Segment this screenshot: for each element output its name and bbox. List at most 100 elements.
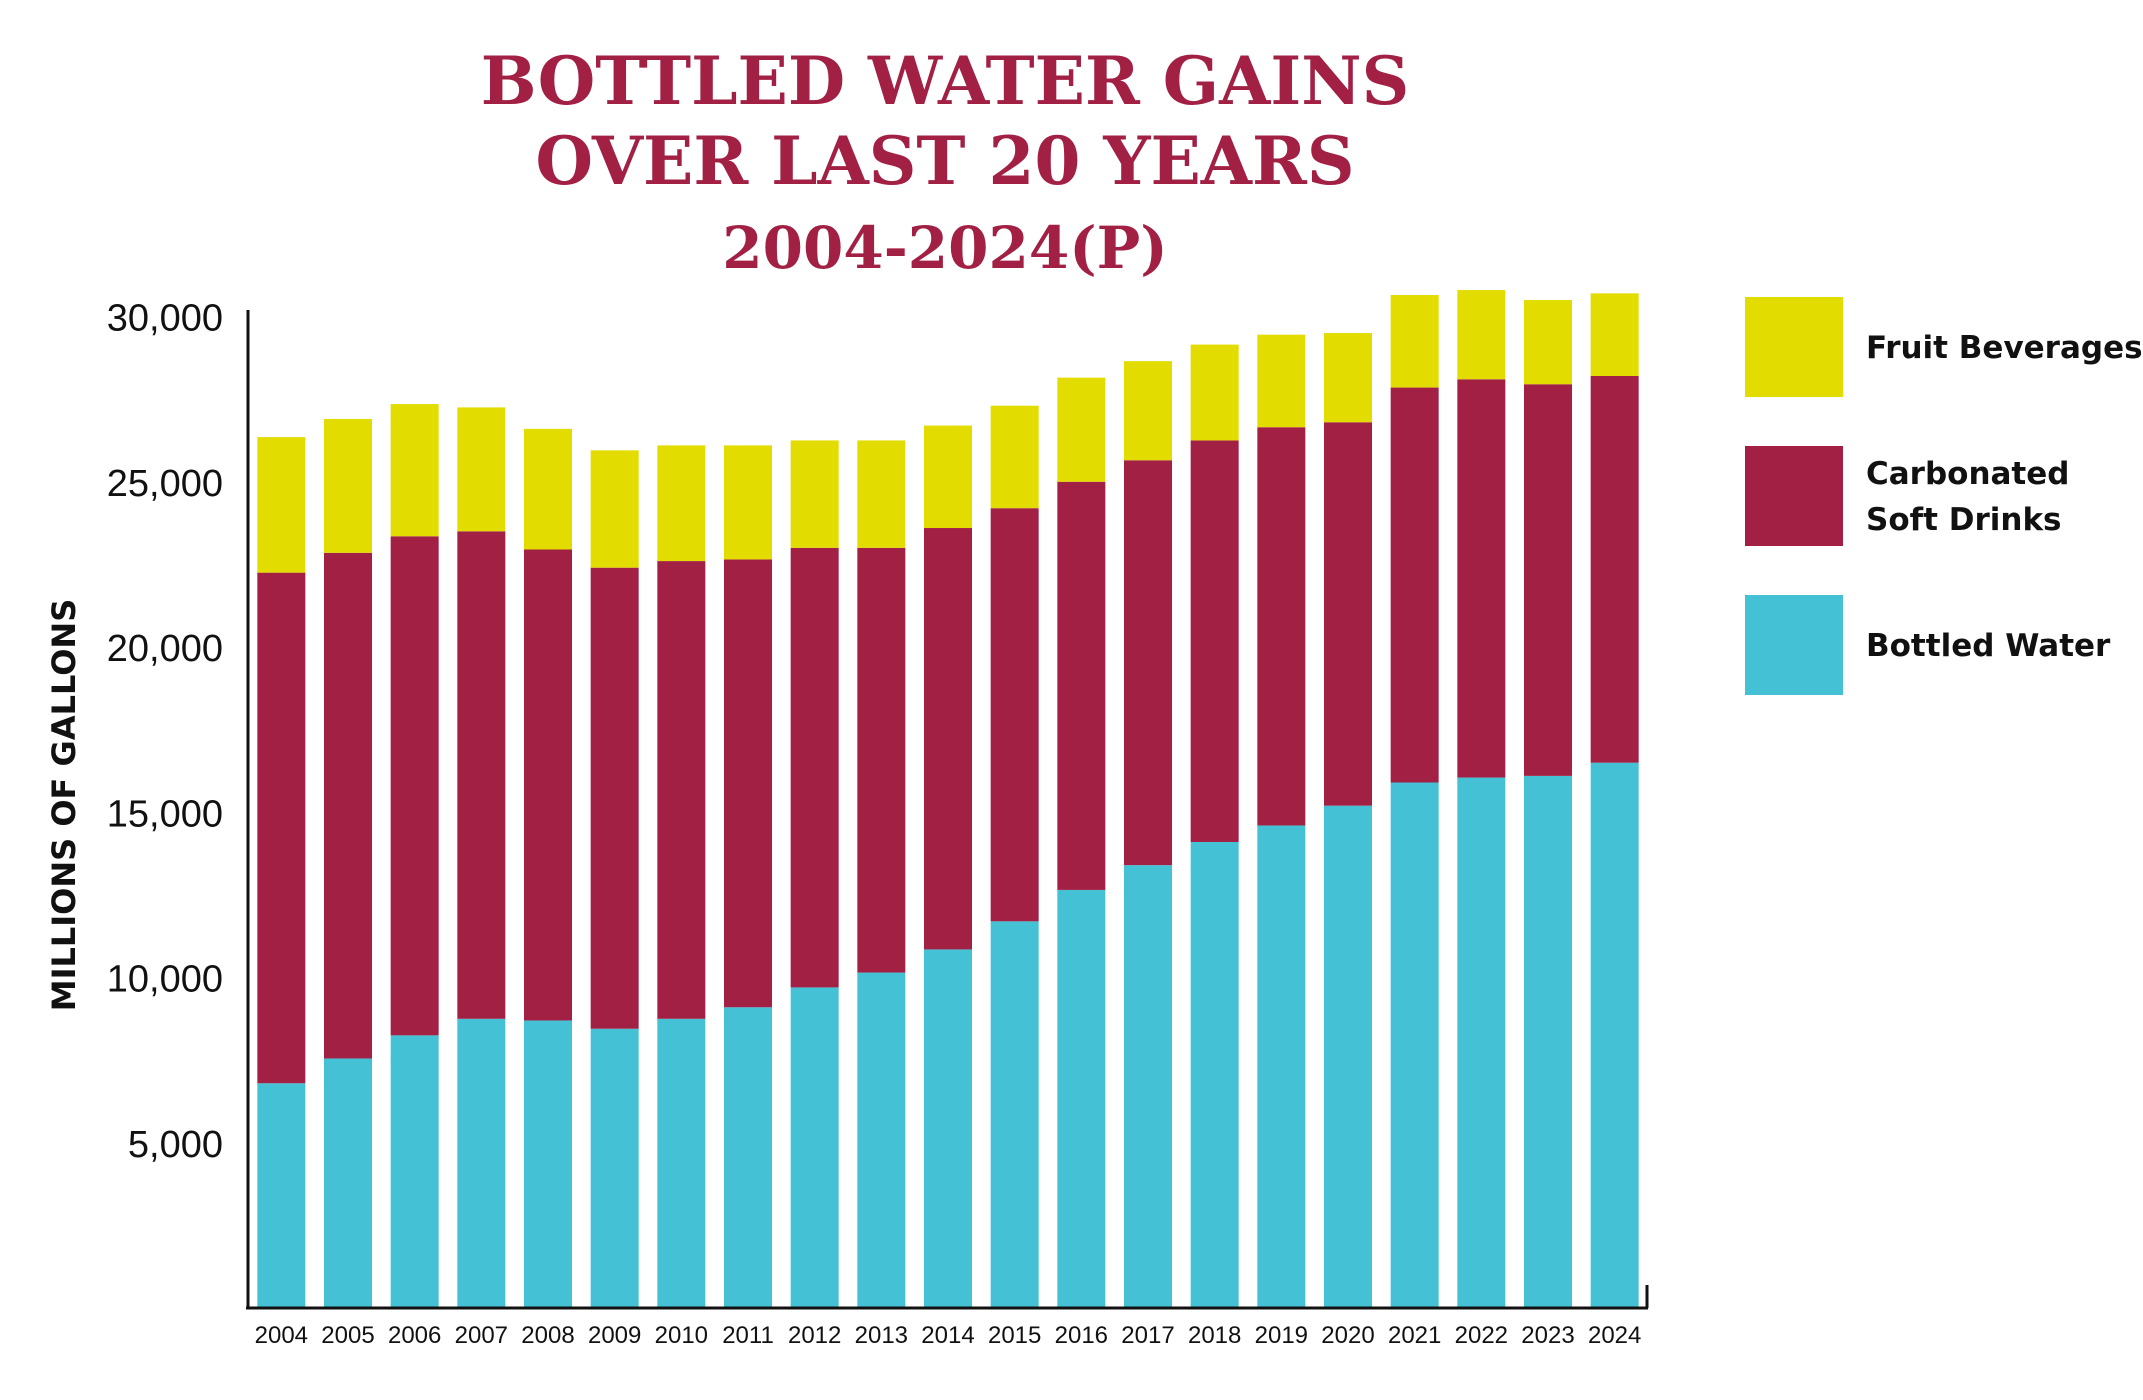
bar-carbonated-soft-drinks-2024: [1590, 375, 1639, 763]
x-tick-label: 2022: [1455, 1322, 1508, 1349]
x-tick-label: 2005: [321, 1322, 374, 1349]
bar-bottled-water-2009: [590, 1028, 639, 1308]
bar-fruit-beverages-2008: [524, 428, 572, 550]
bar-carbonated-soft-drinks-2014: [924, 528, 972, 950]
bar-carbonated-soft-drinks-2023: [1524, 384, 1572, 776]
bar-carbonated-soft-drinks-2010: [657, 561, 706, 1019]
x-tick-label: 2014: [921, 1322, 974, 1349]
bar-fruit-beverages-2019: [1257, 334, 1306, 428]
bar-bottled-water-2012: [790, 987, 839, 1308]
bar-carbonated-soft-drinks-2006: [390, 536, 439, 1036]
y-tick-label: 30,000: [107, 298, 223, 340]
legend-swatch-carbonated-soft-drinks: [1745, 446, 1843, 546]
bar-carbonated-soft-drinks-2019: [1257, 427, 1306, 826]
bar-bottled-water-2010: [657, 1018, 706, 1308]
x-axis-ticks: 2004 2005 2006 2007 2008 2009 2010 2011 2012 2013…: [255, 1322, 1642, 1349]
x-tick-label: 2021: [1388, 1322, 1441, 1349]
bar-carbonated-soft-drinks-2017: [1124, 460, 1172, 866]
bar-carbonated-soft-drinks-2011: [724, 559, 772, 1008]
x-tick-label: 2016: [1055, 1322, 1108, 1349]
bar-bottled-water-2004: [257, 1083, 306, 1308]
bar-carbonated-soft-drinks-2008: [524, 549, 572, 1021]
bar-bottled-water-2017: [1124, 865, 1172, 1308]
x-tick-label: 2013: [855, 1322, 908, 1349]
bar-bottled-water-2015: [990, 921, 1039, 1308]
bar-bottled-water-2024: [1590, 762, 1639, 1308]
y-tick-label: 5,000: [128, 1124, 223, 1166]
bar-fruit-beverages-2015: [990, 405, 1039, 509]
legend-swatch-fruit-beverages: [1745, 297, 1843, 397]
x-tick-label: 2023: [1521, 1322, 1574, 1349]
x-tick-label: 2024: [1588, 1322, 1641, 1349]
bar-bottled-water-2018: [1190, 841, 1239, 1308]
bar-fruit-beverages-2014: [924, 425, 972, 529]
legend-label-carbonated-soft-drinks: Carbonated: [1866, 456, 2069, 492]
bar-bottled-water-2016: [1057, 889, 1106, 1308]
axes: [246, 310, 1649, 1310]
chart-title-line-1: BOTTLED WATER GAINS: [481, 42, 1409, 120]
x-tick-label: 2012: [788, 1322, 841, 1349]
bar-fruit-beverages-2009: [590, 450, 639, 568]
bar-carbonated-soft-drinks-2007: [457, 531, 506, 1019]
bar-fruit-beverages-2017: [1124, 361, 1172, 461]
x-tick-label: 2018: [1188, 1322, 1241, 1349]
bar-carbonated-soft-drinks-2012: [790, 547, 839, 988]
bar-carbonated-soft-drinks-2013: [857, 547, 906, 973]
x-tick-label: 2011: [722, 1322, 774, 1349]
chart-title: BOTTLED WATER GAINS OVER LAST 20 YEARS 2…: [481, 42, 1409, 282]
x-tick-label: 2015: [988, 1322, 1041, 1349]
bar-fruit-beverages-2011: [724, 445, 772, 560]
bar-bottled-water-2022: [1457, 777, 1506, 1308]
y-axis-ticks: 5,000 10,000 15,000 20,000 25,000 30,000: [107, 298, 223, 1166]
legend: Fruit Beverages Carbonated Soft Drinks Bott…: [1745, 297, 2143, 695]
bar-bottled-water-2006: [390, 1035, 439, 1308]
bar-bottled-water-2014: [924, 949, 972, 1308]
bar-bottled-water-2007: [457, 1018, 506, 1308]
bar-bottled-water-2011: [724, 1007, 772, 1308]
bar-bottled-water-2021: [1390, 782, 1439, 1308]
bar-fruit-beverages-2024: [1590, 293, 1639, 376]
bar-carbonated-soft-drinks-2021: [1390, 387, 1439, 783]
bar-carbonated-soft-drinks-2016: [1057, 481, 1106, 890]
bar-fruit-beverages-2005: [324, 418, 372, 553]
bar-fruit-beverages-2013: [857, 440, 906, 548]
legend-label-carbonated-soft-drinks: Soft Drinks: [1866, 502, 2062, 538]
x-tick-label: 2007: [455, 1322, 508, 1349]
bar-fruit-beverages-2023: [1524, 299, 1572, 385]
bar-carbonated-soft-drinks-2015: [990, 508, 1039, 922]
legend-label-fruit-beverages: Fruit Beverages: [1866, 330, 2143, 366]
y-tick-label: 10,000: [107, 959, 223, 1001]
bar-bottled-water-2020: [1324, 805, 1372, 1308]
bar-fruit-beverages-2016: [1057, 377, 1106, 482]
x-tick-label: 2019: [1255, 1322, 1308, 1349]
x-tick-label: 2008: [521, 1322, 574, 1349]
bar-bottled-water-2013: [857, 972, 906, 1308]
bar-fruit-beverages-2022: [1457, 290, 1506, 380]
bar-carbonated-soft-drinks-2005: [324, 552, 372, 1059]
x-tick-label: 2006: [388, 1322, 441, 1349]
bar-bottled-water-2005: [324, 1058, 372, 1308]
chart-subtitle: 2004-2024(P): [722, 214, 1167, 282]
x-tick-label: 2004: [255, 1322, 308, 1349]
bar-fruit-beverages-2007: [457, 407, 506, 532]
bar-fruit-beverages-2004: [257, 437, 306, 573]
legend-label-bottled-water: Bottled Water: [1866, 628, 2111, 664]
bar-fruit-beverages-2021: [1390, 295, 1439, 388]
bar-fruit-beverages-2012: [790, 440, 839, 548]
x-tick-label: 2020: [1321, 1322, 1374, 1349]
legend-swatch-bottled-water: [1745, 595, 1843, 695]
bars: [257, 290, 1639, 1308]
chart-title-line-2: OVER LAST 20 YEARS: [535, 122, 1354, 200]
x-tick-label: 2017: [1121, 1322, 1174, 1349]
x-tick-label: 2009: [588, 1322, 641, 1349]
y-tick-label: 20,000: [107, 628, 223, 670]
bar-bottled-water-2008: [524, 1020, 572, 1308]
bar-fruit-beverages-2006: [390, 404, 439, 537]
y-tick-label: 15,000: [107, 793, 223, 835]
y-axis-label: MILLIONS OF GALLONS: [45, 599, 83, 1012]
bar-bottled-water-2019: [1257, 825, 1306, 1308]
bar-carbonated-soft-drinks-2022: [1457, 379, 1506, 778]
bar-carbonated-soft-drinks-2004: [257, 572, 306, 1084]
bar-carbonated-soft-drinks-2020: [1324, 422, 1372, 806]
